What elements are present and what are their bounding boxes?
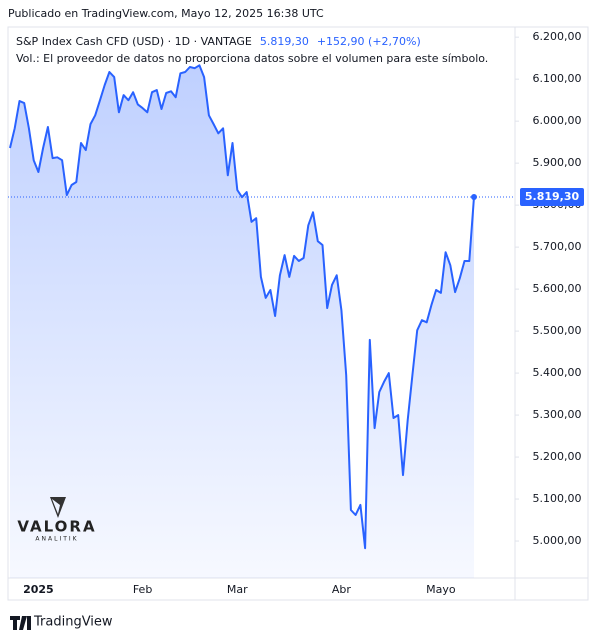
last-price-box [520, 188, 584, 207]
last-price: 5.819,30 [260, 35, 309, 48]
footer-logo-icon [10, 616, 31, 630]
footer-brand: TradingView [33, 615, 113, 630]
y-tick-label: 5.100,00 [533, 492, 582, 505]
price-change: +152,90 (+2,70%) [317, 35, 421, 48]
chart-frame [7, 26, 589, 601]
logo-tagline: ANALITIK [35, 536, 78, 543]
x-tick-label: Feb [133, 583, 152, 596]
logo: VALORA ANALITIK [17, 497, 96, 543]
y-tick-label: 6.200,00 [533, 30, 582, 43]
chart-title: S&P Index Cash CFD (USD) · 1D · VANTAGE [16, 35, 252, 48]
area-fill [10, 65, 474, 579]
y-tick-label: 5.600,00 [533, 282, 582, 295]
volume-note: Vol.: El proveedor de datos no proporcio… [16, 52, 488, 65]
y-tick-label: 5.700,00 [533, 240, 582, 253]
y-tick-label: 6.000,00 [533, 114, 582, 127]
y-tick-label: 5.400,00 [533, 366, 582, 379]
published-note: Publicado en TradingView.com, Mayo 12, 2… [8, 7, 324, 20]
y-tick-label: 5.900,00 [533, 156, 582, 169]
plot [8, 64, 515, 579]
y-tick-label: 5.200,00 [533, 450, 582, 463]
logo-name: VALORA [17, 518, 96, 536]
y-tick-label: 5.500,00 [533, 324, 582, 337]
y-tick-label: 5.000,00 [533, 534, 582, 547]
x-tick-label: Mayo [426, 583, 456, 596]
x-tick-label: Mar [227, 583, 248, 596]
last-point [471, 194, 477, 201]
logo-icon [50, 497, 66, 518]
x-tick-label: Abr [332, 583, 352, 596]
y-tick-label: 6.100,00 [533, 72, 582, 85]
x-tick-label: 2025 [23, 583, 54, 596]
last-price-label: 5.819,30 [525, 190, 580, 203]
y-tick-label: 5.300,00 [533, 408, 582, 421]
